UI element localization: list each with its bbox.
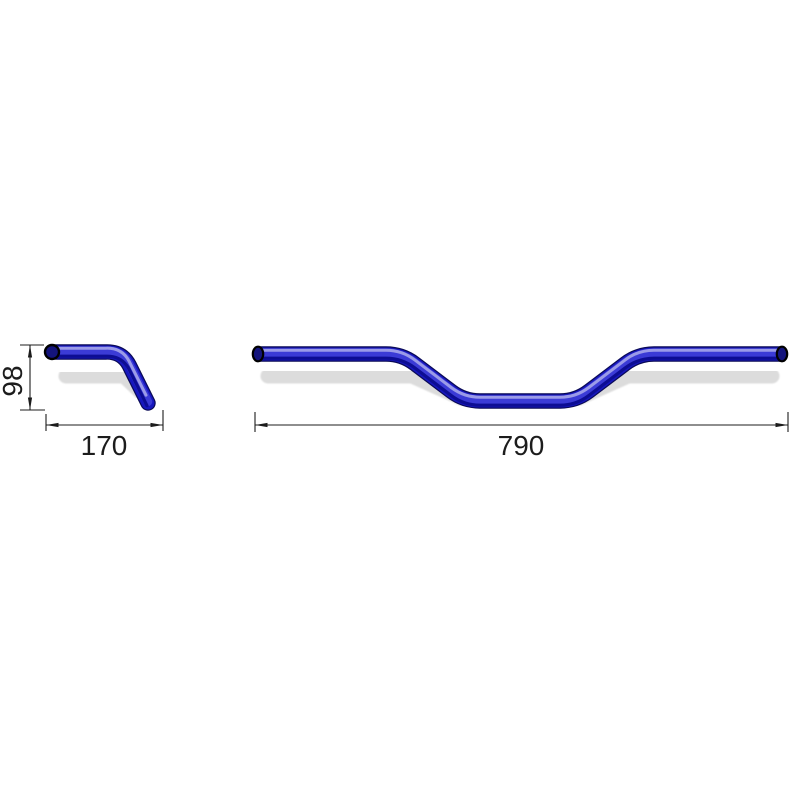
side-tube-highlight xyxy=(54,346,148,397)
arrowhead-left xyxy=(255,422,268,428)
arrowhead-left xyxy=(46,422,59,428)
arrowhead-right xyxy=(775,422,788,428)
dimension-rise-label: 98 xyxy=(0,365,28,396)
front-tube-underside xyxy=(260,356,780,407)
front-view-tube xyxy=(251,345,789,409)
dimension-width-lines xyxy=(254,412,789,432)
side-tube-underside xyxy=(54,354,149,408)
dimension-width-label: 790 xyxy=(498,430,545,461)
dimension-sweep-label: 170 xyxy=(81,430,128,461)
dimension-overall-width: 790 xyxy=(254,412,789,461)
dimension-sweep-arrows xyxy=(46,422,163,428)
dimension-rise: 98 xyxy=(0,344,45,411)
arrowhead-right xyxy=(150,422,163,428)
front-tube-left-end-cap xyxy=(251,345,265,363)
arrowhead-up xyxy=(27,345,33,358)
dimension-sweep-lines xyxy=(45,410,164,431)
front-tube-right-end-cap xyxy=(775,345,789,363)
dimension-rise-arrows xyxy=(27,345,33,410)
dimension-sweep: 170 xyxy=(45,410,164,461)
front-tube-mid-sheen xyxy=(258,348,782,405)
front-tube-highlight xyxy=(260,348,780,399)
front-view: 790 xyxy=(251,345,789,461)
side-tube-end-cap xyxy=(43,343,61,361)
dimension-width-arrows xyxy=(255,422,788,428)
arrowhead-down xyxy=(27,397,33,410)
side-view: 98 170 xyxy=(0,343,164,461)
side-view-tube xyxy=(43,343,156,411)
